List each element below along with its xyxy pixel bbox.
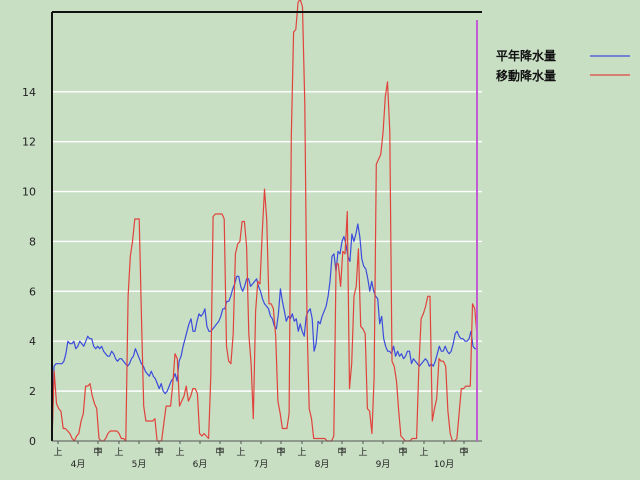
y-axis-tick-labels: 0 2 4 6 8 10 12 14 (22, 86, 36, 448)
y-tick-label: 14 (22, 86, 36, 99)
x-subperiod-label: 下 (154, 448, 163, 458)
x-subperiod-label: 下 (337, 448, 346, 458)
y-tick-label: 10 (22, 186, 36, 199)
x-subperiod-label: 下 (459, 448, 468, 458)
x-subperiod-label: 下 (215, 448, 224, 458)
x-subperiod-label: 中 (337, 446, 346, 458)
y-tick-label: 6 (29, 285, 36, 298)
x-axis-tick-labels: 上中下上中下上中下上中下上中下上中下上中下4月 5月 6月 7月 8月 9月 10月 (53, 441, 469, 470)
x-subperiod-label: 上 (53, 447, 62, 458)
x-subperiod-label: 中 (215, 446, 224, 458)
legend-label-normal: 平年降水量 (496, 48, 556, 63)
x-subperiod-label: 上 (236, 447, 245, 458)
x-subperiod-label: 上 (175, 447, 184, 458)
x-subperiod-label: 上 (419, 447, 428, 458)
y-tick-label: 8 (29, 235, 36, 248)
series-line-normal (51, 223, 477, 442)
x-month-label: 9月 (376, 459, 391, 470)
x-month-label: 7月 (254, 459, 269, 470)
series-lines (51, 0, 478, 442)
series-line-moving (51, 0, 478, 442)
grid-lines (52, 91, 482, 392)
x-subperiod-label: 中 (459, 446, 468, 458)
y-tick-label: 12 (22, 136, 36, 149)
legend-label-moving: 移動降水量 (496, 68, 556, 83)
x-month-label: 6月 (193, 459, 208, 470)
x-subperiod-label: 下 (276, 448, 285, 458)
x-month-label: 8月 (315, 459, 330, 470)
x-subperiod-label: 上 (297, 447, 306, 458)
x-month-label: 5月 (132, 459, 147, 470)
y-tick-label: 4 (29, 335, 36, 348)
x-subperiod-label: 下 (93, 448, 102, 458)
x-subperiod-label: 下 (398, 448, 407, 458)
y-tick-label: 2 (29, 385, 36, 398)
x-subperiod-label: 中 (398, 446, 407, 458)
x-subperiod-label: 中 (93, 446, 102, 458)
x-subperiod-label: 上 (114, 447, 123, 458)
x-month-label: 4月 (71, 459, 86, 470)
y-tick-label: 0 (29, 435, 36, 448)
x-subperiod-label: 中 (154, 446, 163, 458)
legend: 平年降水量 移動降水量 (496, 48, 630, 83)
x-subperiod-label: 上 (358, 447, 367, 458)
x-month-label: 10月 (434, 459, 454, 470)
x-subperiod-label: 中 (276, 446, 285, 458)
